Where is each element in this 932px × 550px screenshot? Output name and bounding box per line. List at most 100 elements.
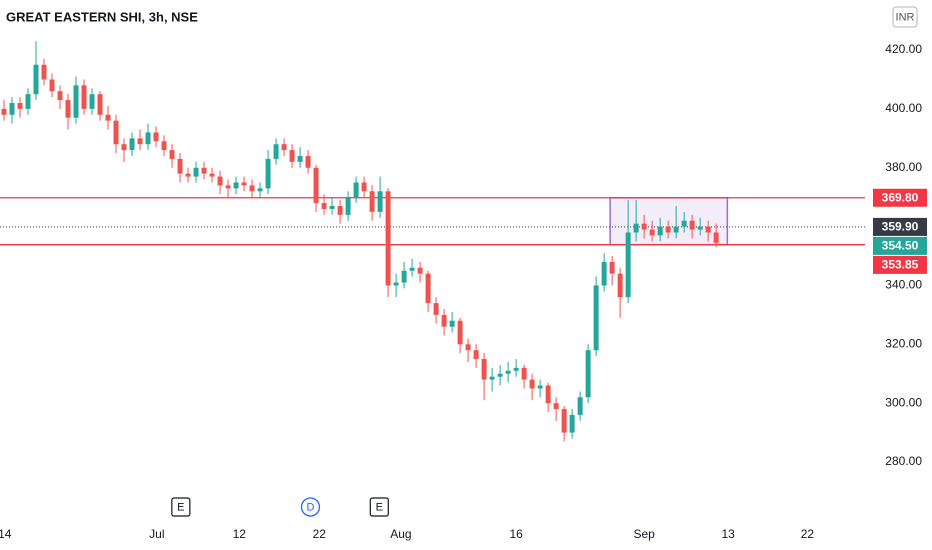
price-label: 359.90 (882, 220, 919, 234)
candle-body (481, 359, 487, 380)
y-tick-label: 320.00 (885, 336, 922, 350)
candle-body (361, 182, 367, 192)
price-label-bg (873, 217, 927, 236)
candle-body (505, 370, 511, 374)
candle-body (689, 220, 695, 230)
candle-body (65, 100, 71, 118)
candle-body (417, 267, 423, 274)
candle-body (321, 203, 327, 209)
candle-body (281, 144, 287, 151)
candle-body (441, 314, 447, 327)
candle-body (585, 350, 591, 398)
candle-body (449, 320, 455, 327)
candle-body (289, 150, 295, 162)
candle-body (193, 167, 199, 177)
candle-body (521, 367, 527, 380)
candle-body (641, 223, 647, 230)
candle-body (369, 191, 375, 212)
event-marker (369, 497, 389, 517)
candle-body (57, 91, 63, 101)
candle-body (633, 223, 639, 233)
candle-body (1, 108, 7, 115)
candle-body (545, 385, 551, 404)
candle-body (137, 138, 143, 145)
x-tick-label: 13 (721, 527, 735, 541)
candle-body (249, 185, 255, 192)
candle-body (673, 226, 679, 233)
candle-body (561, 409, 567, 433)
candle-body (425, 273, 431, 304)
currency-label[interactable]: INR (896, 11, 915, 23)
event-label: E (177, 501, 184, 513)
candle-body (97, 94, 103, 115)
candle-body (145, 132, 151, 145)
candle-body (225, 185, 231, 189)
candle-body (41, 64, 47, 80)
currency-button[interactable] (892, 6, 918, 28)
candle-body (593, 285, 599, 351)
x-tick-label: 22 (313, 527, 327, 541)
candle-body (33, 64, 39, 95)
candle-body (161, 141, 167, 151)
x-tick-label: 12 (233, 527, 247, 541)
x-tick-label: Jul (149, 527, 164, 541)
candle-body (377, 191, 383, 212)
candle-body (17, 102, 23, 109)
candle-body (25, 94, 31, 109)
price-label-bg (873, 236, 927, 255)
y-tick-label: 340.00 (885, 278, 922, 292)
candle-body (457, 320, 463, 345)
candle-body (257, 188, 263, 192)
candle-body (73, 85, 79, 118)
candle-body (553, 403, 559, 410)
candle-body (105, 114, 111, 121)
price-label-bg (873, 188, 927, 207)
candle-body (625, 232, 631, 298)
candle-body (201, 167, 207, 174)
candle-body (169, 150, 175, 159)
candle-body (241, 182, 247, 186)
y-tick-label: 280.00 (885, 454, 922, 468)
candle-body (153, 132, 159, 142)
candle-body (9, 102, 15, 115)
event-label: E (376, 501, 383, 513)
candle-body (233, 182, 239, 189)
candle-body (385, 191, 391, 286)
candle-body (273, 144, 279, 159)
candle-body (609, 261, 615, 274)
candle-body (489, 376, 495, 380)
candle-body (657, 226, 663, 236)
x-tick-label: 16 (509, 527, 523, 541)
candle-body (649, 229, 655, 236)
candle-body (265, 158, 271, 189)
event-marker (300, 497, 321, 517)
candle-body (81, 85, 87, 109)
candle-body (569, 414, 575, 433)
candle-body (473, 350, 479, 360)
candle-body (401, 270, 407, 283)
y-tick-label: 400.00 (885, 101, 922, 115)
candle-body (129, 138, 135, 151)
candle-body (465, 344, 471, 351)
y-tick-label: 380.00 (885, 160, 922, 174)
candle-body (209, 173, 215, 177)
candle-body (297, 155, 303, 162)
price-label-bg (873, 255, 927, 274)
x-tick-label: Sep (633, 527, 655, 541)
candle-body (329, 205, 335, 209)
candle-body (409, 267, 415, 271)
candle-body (713, 232, 719, 243)
candle-body (601, 261, 607, 286)
x-tick-label: 22 (801, 527, 815, 541)
candle-body (577, 397, 583, 415)
candle-body (537, 385, 543, 389)
x-tick-label: 14 (0, 527, 12, 541)
chart-title: GREAT EASTERN SHI, 3h, NSE (6, 9, 198, 24)
candle-body (337, 205, 343, 215)
candle-body (513, 367, 519, 371)
y-tick-label: 420.00 (885, 42, 922, 56)
price-label: 353.85 (882, 258, 919, 272)
candle-body (697, 226, 703, 230)
